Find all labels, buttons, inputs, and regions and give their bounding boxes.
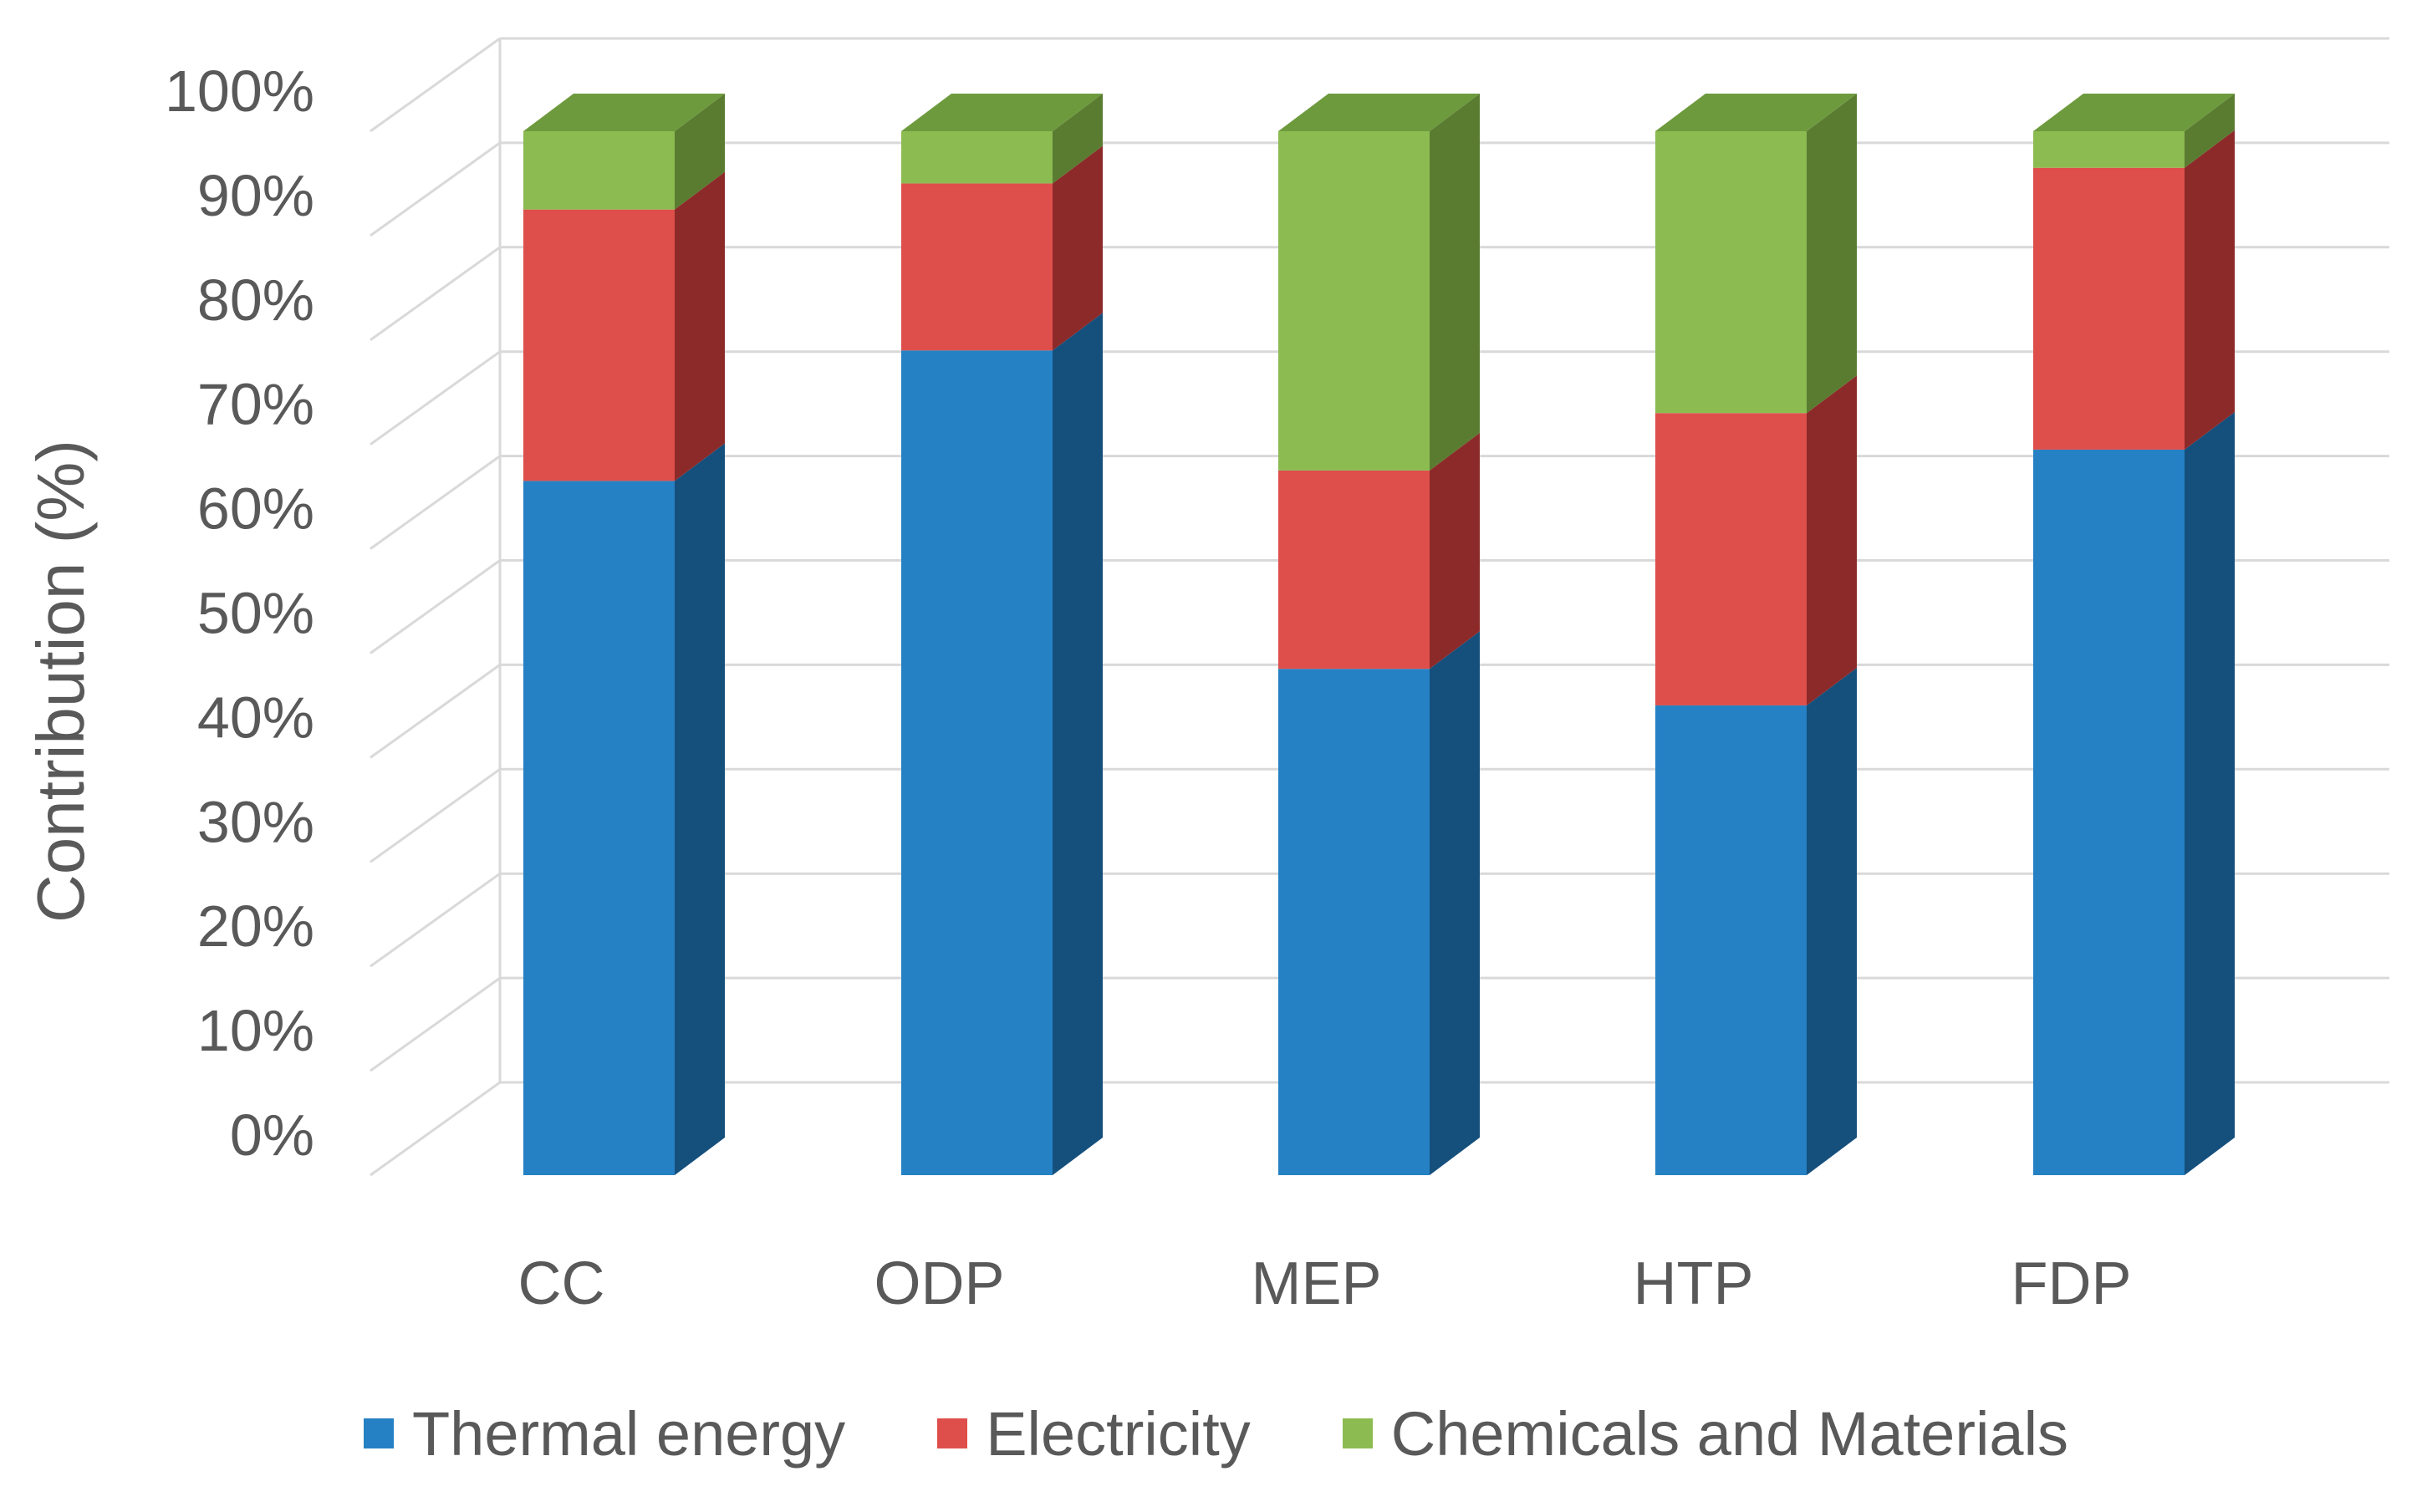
bar-side-electricity	[675, 171, 725, 481]
bar-stack-mep	[1278, 94, 1480, 1175]
bar-chemicals-and-materials	[1278, 131, 1430, 471]
bar-chemicals-and-materials	[523, 131, 675, 210]
gridline-diagonal	[370, 1081, 501, 1177]
gridline-diagonal	[370, 768, 501, 863]
y-tick-label: 60%	[197, 476, 314, 542]
y-tick-label: 20%	[197, 893, 314, 959]
legend-item-electricity: Electricity	[937, 1398, 1251, 1469]
legend-label: Thermal energy	[411, 1398, 846, 1469]
y-axis-ticks: 0% 10% 20% 30% 40% 50% 60% 70% 80% 90% 100%	[165, 59, 314, 1168]
x-category-label: ODP	[874, 1250, 1004, 1317]
y-tick-label: 10%	[197, 998, 314, 1063]
gridline-diagonal	[370, 350, 501, 445]
bar-stack-fdp	[2033, 94, 2235, 1175]
y-tick-label: 70%	[197, 372, 314, 437]
legend-item-thermal-energy: Thermal energy	[363, 1398, 846, 1469]
legend-label: Chemicals and Materials	[1390, 1398, 2069, 1469]
x-category-label: FDP	[2011, 1250, 2132, 1317]
y-tick-label: 50%	[197, 581, 314, 646]
bar-stack-odp	[901, 94, 1103, 1175]
bar-side-electricity	[2185, 130, 2235, 450]
legend-swatch-electricity	[937, 1418, 968, 1448]
bar-electricity	[2033, 167, 2185, 450]
gridline-diagonal	[370, 141, 501, 237]
bar-electricity	[1655, 413, 1807, 705]
bar-side-chemicals-and-materials	[2185, 94, 2235, 168]
bars	[523, 94, 2235, 1175]
gridline-diagonal	[370, 246, 501, 342]
bar-thermal-energy	[523, 481, 675, 1175]
legend-swatch-chemicals-and-materials	[1342, 1418, 1373, 1448]
bar-top-chemicals-and-materials	[1655, 94, 1857, 131]
gridline-diagonal	[370, 976, 501, 1072]
legend-swatch-thermal-energy	[363, 1418, 394, 1448]
y-tick-label: 30%	[197, 789, 314, 854]
bar-side-thermal-energy	[1430, 631, 1480, 1175]
bar-chemicals-and-materials	[901, 131, 1053, 184]
bar-top-chemicals-and-materials	[2033, 94, 2235, 131]
bar-side-thermal-energy	[2185, 411, 2235, 1175]
bar-side-thermal-energy	[1807, 667, 1857, 1175]
bar-side-electricity	[1053, 145, 1103, 351]
legend-label: Electricity	[986, 1398, 1251, 1469]
bar-side-electricity	[1430, 432, 1480, 669]
bar-chemicals-and-materials	[1655, 131, 1807, 414]
y-tick-label: 40%	[197, 685, 314, 750]
gridline-diagonal	[370, 664, 501, 759]
y-tick-label: 100%	[165, 59, 314, 124]
gridline-diagonal	[370, 872, 501, 968]
x-category-label: HTP	[1634, 1250, 1754, 1317]
bar-electricity	[901, 183, 1053, 351]
y-axis-title: Contribution (%)	[23, 440, 98, 923]
bar-thermal-energy	[1655, 705, 1807, 1175]
bar-side-chemicals-and-materials	[675, 94, 725, 210]
x-axis-categories: CC ODP MEP HTP FDP	[518, 1250, 2132, 1317]
bar-side-chemicals-and-materials	[1053, 94, 1103, 184]
bar-side-thermal-energy	[675, 443, 725, 1175]
bar-side-chemicals-and-materials	[1430, 94, 1480, 471]
x-category-label: CC	[518, 1250, 605, 1317]
bar-thermal-energy	[1278, 669, 1430, 1175]
legend: Thermal energy Electricity Chemicals and…	[0, 1383, 2432, 1484]
bar-stack-htp	[1655, 94, 1857, 1175]
bar-side-electricity	[1807, 375, 1857, 705]
bar-stack-cc	[523, 94, 725, 1175]
bar-top-chemicals-and-materials	[901, 94, 1103, 131]
gridline-diagonal	[370, 37, 501, 133]
bar-side-thermal-energy	[1053, 313, 1103, 1175]
bar-top-chemicals-and-materials	[1278, 94, 1480, 131]
bar-thermal-energy	[2033, 449, 2185, 1175]
bar-side-chemicals-and-materials	[1807, 94, 1857, 414]
gridline-diagonal	[370, 559, 501, 654]
gridline-diagonal	[370, 455, 501, 550]
y-tick-label: 0%	[230, 1102, 314, 1168]
y-tick-label: 90%	[197, 163, 314, 228]
bar-chemicals-and-materials	[2033, 131, 2185, 168]
x-category-label: MEP	[1251, 1250, 1381, 1317]
y-tick-label: 80%	[197, 267, 314, 333]
legend-item-chemicals-and-materials: Chemicals and Materials	[1342, 1398, 2069, 1469]
bar-top-chemicals-and-materials	[523, 94, 725, 131]
bar-thermal-energy	[901, 350, 1053, 1175]
bar-electricity	[1278, 470, 1430, 669]
bar-electricity	[523, 209, 675, 481]
